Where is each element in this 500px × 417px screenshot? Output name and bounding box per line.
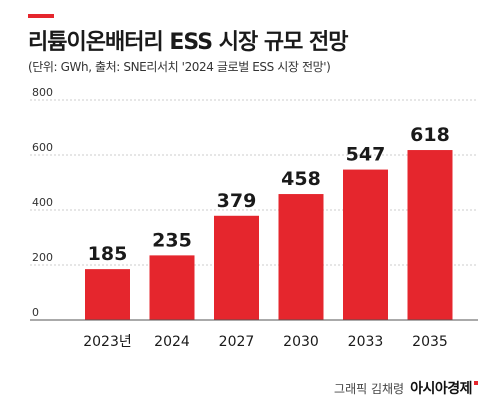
bar-value-label: 235	[152, 229, 192, 251]
x-tick-label: 2035	[412, 334, 448, 350]
bar	[149, 255, 195, 320]
chart-subtitle: (단위: GWh, 출처: SNE리서치 '2024 글로벌 ESS 시장 전망…	[28, 60, 331, 74]
bar	[278, 194, 324, 320]
x-tick-label: 2024	[154, 334, 190, 350]
title-accent-bar	[28, 14, 54, 18]
graphic-credit: 그래픽 김채령	[334, 381, 405, 396]
chart-title: 리튬이온배터리 ESS 시장 규모 전망	[28, 30, 348, 55]
y-tick-label: 600	[32, 141, 53, 154]
y-tick-label: 800	[32, 86, 53, 99]
y-tick-label: 200	[32, 251, 53, 264]
bar	[85, 269, 130, 320]
x-tick-label: 2033	[348, 334, 384, 350]
bar	[407, 150, 453, 320]
y-tick-label: 400	[32, 196, 53, 209]
brand-logo-text: 아시아경제	[410, 381, 472, 397]
bar-value-label: 379	[217, 190, 257, 212]
credit-line: 그래픽 김채령 아시아경제	[334, 378, 478, 398]
x-tick-label: 2023년	[83, 334, 132, 350]
x-tick-label: 2030	[283, 334, 319, 350]
bar-value-label: 547	[346, 144, 386, 166]
bar	[343, 169, 388, 320]
bar-value-label: 185	[88, 243, 128, 265]
brand-mark-icon	[474, 381, 478, 385]
x-tick-label: 2027	[219, 334, 255, 350]
bar-value-label: 618	[410, 124, 450, 146]
bar-value-label: 458	[281, 168, 321, 190]
y-tick-label: 0	[32, 306, 39, 319]
bar	[214, 215, 259, 320]
